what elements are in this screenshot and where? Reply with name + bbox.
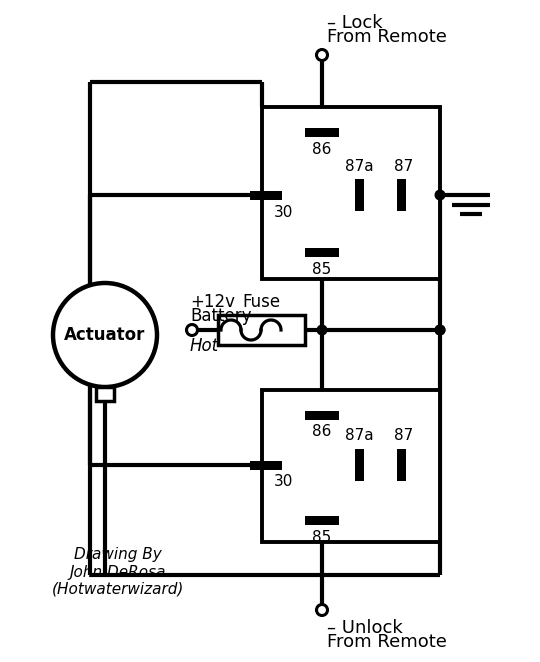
Bar [305, 516, 339, 524]
Bar [305, 248, 339, 256]
Text: Hot: Hot [190, 337, 219, 355]
Text: 86: 86 [312, 142, 332, 156]
Text: 85: 85 [312, 530, 332, 545]
Bar [262, 107, 440, 279]
Text: From Remote: From Remote [327, 633, 447, 651]
Text: 30: 30 [274, 475, 294, 489]
Text: From Remote: From Remote [327, 28, 447, 46]
Text: 87: 87 [394, 158, 414, 173]
Text: Drawing By
John DeRosa
(Hotwaterwizard): Drawing By John DeRosa (Hotwaterwizard) [52, 547, 184, 597]
Text: 87: 87 [394, 428, 414, 444]
Text: – Lock: – Lock [327, 14, 383, 32]
Text: 87a: 87a [345, 428, 373, 444]
Bar [355, 449, 364, 481]
Text: 30: 30 [274, 205, 294, 220]
Bar [397, 179, 407, 211]
Circle shape [435, 324, 446, 336]
Bar [305, 410, 339, 420]
Circle shape [316, 324, 327, 336]
Text: Fuse: Fuse [242, 293, 281, 311]
Text: Actuator: Actuator [64, 326, 146, 344]
Circle shape [186, 324, 198, 336]
Bar [305, 128, 339, 136]
Text: Battery: Battery [190, 307, 252, 325]
Text: – Unlock: – Unlock [327, 619, 403, 637]
Text: 85: 85 [312, 261, 332, 277]
Text: +12v: +12v [190, 293, 235, 311]
Bar [250, 191, 282, 199]
Circle shape [435, 189, 446, 201]
Bar [250, 461, 282, 469]
Bar [96, 387, 114, 401]
Text: 87a: 87a [345, 158, 373, 173]
Circle shape [316, 50, 327, 60]
Text: 86: 86 [312, 424, 332, 440]
Bar [218, 315, 305, 345]
Bar [397, 449, 407, 481]
Bar [355, 179, 364, 211]
Circle shape [53, 283, 157, 387]
Circle shape [316, 604, 327, 616]
Bar [262, 390, 440, 542]
Circle shape [435, 324, 446, 336]
